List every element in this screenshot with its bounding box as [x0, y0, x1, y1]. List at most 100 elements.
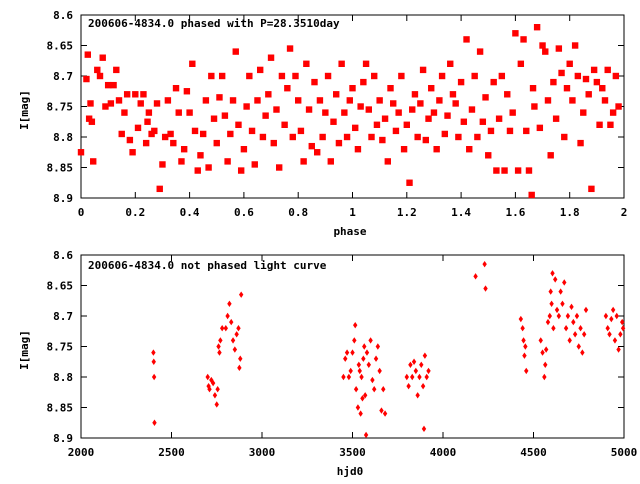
phased-data-point: [305, 106, 313, 113]
unphased-data-point: [381, 386, 386, 393]
unphased-data-point: [413, 367, 419, 375]
phased-data-point: [495, 115, 503, 122]
unphased-data-point: [523, 343, 528, 350]
phased-data-point: [482, 94, 489, 101]
unphased-y-tick-label: 8.7: [53, 310, 73, 323]
unphased-data-point: [408, 361, 413, 368]
unphased-data-point: [207, 386, 212, 393]
unphased-data-point: [362, 392, 368, 399]
unphased-data-point: [363, 431, 369, 439]
unphased-data-point: [603, 312, 609, 320]
phased-data-point: [517, 60, 525, 67]
phased-data-point: [324, 72, 332, 80]
phased-data-point: [199, 130, 207, 138]
phased-data-point: [129, 149, 136, 156]
phased-data-point: [311, 78, 318, 86]
phased-data-point: [172, 85, 180, 92]
phased-data-point: [585, 91, 592, 98]
unphased-data-point: [538, 337, 543, 344]
phased-data-point: [246, 72, 253, 80]
phased-data-point: [430, 109, 438, 116]
unphased-x-tick-label: 3500: [339, 446, 366, 459]
phased-data-point: [528, 191, 535, 199]
phased-data-point: [436, 97, 443, 104]
phased-data-point: [191, 127, 199, 135]
phased-data-point: [476, 48, 484, 55]
phased-data-point: [607, 121, 614, 128]
phased-data-point: [161, 133, 169, 141]
unphased-data-point: [542, 373, 547, 381]
phased-plot-y-label: I[mag]: [18, 90, 31, 130]
unphased-data-point: [217, 349, 222, 356]
unphased-data-point: [619, 318, 625, 326]
phased-data-point: [94, 66, 101, 74]
phased-data-point: [609, 109, 617, 116]
phased-data-point: [438, 72, 446, 80]
phased-data-point: [441, 130, 449, 138]
phased-data-point: [289, 133, 296, 141]
unphased-data-point: [554, 306, 560, 314]
phased-data-point: [536, 124, 544, 132]
unphased-data-point: [368, 337, 373, 344]
phased-y-tick-label: 8.75: [47, 101, 74, 114]
phased-data-point: [83, 75, 90, 83]
phased-data-point: [612, 72, 620, 80]
unphased-data-point: [152, 419, 157, 426]
phased-plot-x-label: phase: [333, 225, 366, 238]
phased-data-point: [322, 109, 329, 116]
unphased-data-point: [356, 361, 362, 368]
phased-data-point: [419, 66, 427, 74]
unphased-data-point: [227, 300, 232, 307]
phased-data-point: [563, 85, 571, 92]
unphased-data-point: [422, 352, 428, 359]
unphased-data-point: [151, 373, 157, 381]
phased-data-point: [504, 91, 511, 98]
phased-data-point: [254, 97, 261, 104]
unphased-data-point: [609, 315, 614, 323]
phased-data-point: [319, 133, 326, 141]
phased-data-point: [509, 109, 516, 116]
phased-data-point: [208, 72, 215, 80]
unphased-data-point: [415, 392, 420, 399]
phased-data-point: [132, 91, 139, 98]
unphased-data-point: [359, 373, 364, 381]
unphased-data-point: [569, 303, 574, 311]
phased-data-point: [512, 30, 519, 37]
phased-data-point: [457, 78, 465, 86]
unphased-data-point: [607, 331, 612, 338]
phased-data-point: [346, 97, 353, 104]
phased-data-point: [474, 133, 481, 141]
phased-data-point: [555, 45, 563, 52]
phased-x-tick-label: 1: [349, 206, 356, 219]
phased-data-point: [433, 146, 440, 153]
phased-data-point: [316, 97, 324, 104]
unphased-data-point: [426, 367, 431, 375]
unphased-data-point: [543, 361, 548, 368]
unphased-y-tick-label: 8.8: [53, 371, 73, 384]
unphased-data-point: [357, 367, 362, 375]
phased-data-point: [227, 130, 234, 138]
unphased-data-point: [352, 337, 357, 344]
phased-data-point: [395, 109, 402, 116]
unphased-data-point: [521, 337, 526, 344]
unphased-y-tick-label: 8.6: [53, 249, 73, 262]
unphased-data-point: [574, 312, 580, 320]
phased-x-tick-label: 2: [621, 206, 628, 219]
phased-data-point: [251, 161, 258, 168]
phased-data-point: [186, 109, 193, 116]
phased-data-point: [221, 112, 229, 119]
phased-data-point: [406, 179, 413, 186]
unphased-data-point: [518, 315, 524, 323]
unphased-data-point: [473, 273, 478, 280]
phased-data-point: [544, 97, 552, 104]
unphased-data-point: [382, 410, 388, 417]
phased-data-point: [558, 69, 565, 77]
unphased-data-point: [583, 306, 589, 314]
unphased-data-point: [543, 346, 549, 353]
unphased-data-point: [237, 364, 242, 372]
phased-data-point: [156, 185, 163, 193]
unphased-data-point: [366, 361, 371, 368]
unphased-data-point: [547, 312, 552, 320]
phased-data-point: [352, 124, 359, 132]
unphased-data-point: [562, 279, 567, 286]
